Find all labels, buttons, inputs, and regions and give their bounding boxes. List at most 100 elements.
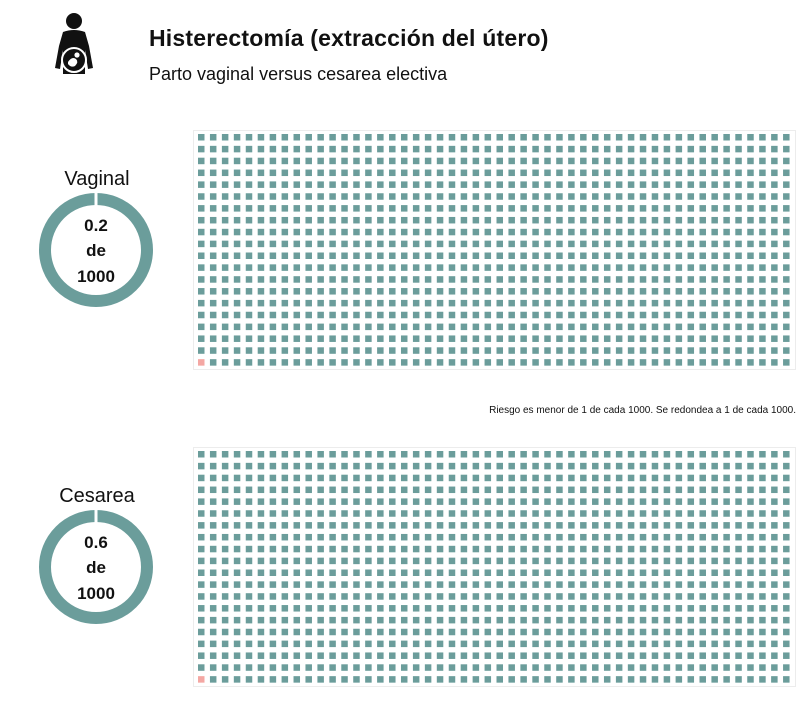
waffle-cell	[735, 569, 742, 576]
waffle-cell	[460, 134, 468, 141]
waffle-cell	[556, 605, 563, 612]
waffle-cell	[484, 486, 492, 494]
waffle-cell	[400, 240, 408, 248]
waffle-cell	[269, 145, 277, 153]
waffle-cell	[448, 359, 456, 366]
waffle-cell	[377, 134, 384, 141]
waffle-cell	[532, 462, 539, 470]
waffle-cell	[233, 522, 241, 529]
waffle-cell	[771, 557, 778, 565]
waffle-cell	[544, 545, 551, 553]
waffle-cell	[651, 205, 659, 212]
waffle-cell	[209, 569, 217, 576]
waffle-cell	[603, 510, 611, 517]
waffle-cell	[221, 676, 229, 683]
waffle-cell	[484, 299, 492, 307]
waffle-cell	[257, 640, 265, 648]
waffle-cell	[580, 593, 587, 600]
waffle-cell	[472, 533, 480, 541]
waffle-cell	[389, 205, 396, 212]
waffle-cell	[424, 169, 432, 177]
waffle-cell	[341, 216, 348, 224]
waffle-cell	[281, 628, 289, 636]
waffle-cell	[747, 652, 754, 659]
waffle-cell	[484, 533, 492, 541]
waffle-cell	[723, 347, 730, 354]
waffle-cell	[484, 474, 492, 482]
waffle-cell	[281, 299, 289, 307]
waffle-cell	[603, 569, 611, 576]
waffle-cell	[580, 145, 587, 153]
waffle-cell	[341, 676, 348, 683]
waffle-cell	[233, 240, 241, 248]
waffle-cell	[365, 616, 372, 624]
waffle-cell	[544, 276, 551, 283]
waffle-cell	[663, 510, 671, 517]
waffle-cell	[448, 252, 456, 259]
waffle-cell	[687, 205, 695, 212]
waffle-cell	[281, 451, 289, 458]
waffle-cell	[532, 510, 539, 517]
waffle-cell	[257, 545, 265, 553]
waffle-cell	[759, 557, 766, 565]
waffle-cell	[675, 193, 683, 200]
waffle-cell	[448, 157, 456, 165]
waffle-cell	[592, 134, 599, 141]
waffle-cell	[592, 216, 599, 224]
waffle-cell	[317, 205, 324, 212]
waffle-cell	[556, 323, 563, 331]
waffle-cell	[436, 288, 444, 295]
waffle-cell	[412, 228, 420, 236]
waffle-cell	[520, 311, 527, 319]
waffle-cell	[472, 134, 480, 141]
waffle-cell	[603, 240, 611, 248]
waffle-cell	[759, 474, 766, 482]
waffle-cell	[771, 676, 778, 683]
waffle-cell	[365, 216, 372, 224]
waffle-cell	[209, 462, 217, 470]
waffle-cell	[257, 240, 265, 248]
waffle-cell	[675, 323, 683, 331]
waffle-cell	[592, 569, 599, 576]
waffle-cell	[341, 299, 348, 307]
waffle-cell	[627, 335, 635, 342]
waffle-cell	[257, 335, 265, 342]
waffle-cell	[436, 593, 444, 600]
waffle-cell	[580, 462, 587, 470]
waffle-cell	[400, 640, 408, 648]
waffle-cell	[400, 323, 408, 331]
waffle-cell	[353, 205, 360, 212]
waffle-cell	[508, 311, 515, 319]
waffle-cell	[508, 676, 515, 683]
waffle-cell	[580, 451, 587, 458]
waffle-cell	[687, 628, 695, 636]
waffle-cell	[496, 522, 503, 529]
waffle-cell	[615, 486, 623, 494]
waffle-cell	[424, 605, 432, 612]
waffle-cell	[687, 264, 695, 271]
waffle-cell	[759, 640, 766, 648]
waffle-cell	[639, 205, 647, 212]
waffle-cell	[651, 276, 659, 283]
waffle-cell	[400, 616, 408, 624]
waffle-cell	[341, 569, 348, 576]
waffle-cell	[759, 533, 766, 541]
waffle-cell	[424, 498, 432, 505]
waffle-cell	[400, 628, 408, 636]
waffle-cell	[293, 498, 301, 505]
waffle-grid	[193, 447, 796, 687]
waffle-cell	[329, 451, 336, 458]
waffle-cell	[520, 145, 527, 153]
waffle-cell	[448, 533, 456, 541]
waffle-cell	[520, 533, 527, 541]
waffle-cell	[317, 157, 324, 165]
waffle-cell	[735, 545, 742, 553]
waffle-cell	[508, 628, 515, 636]
waffle-cell	[257, 193, 265, 200]
waffle-cell	[317, 652, 324, 659]
waffle-cell	[329, 486, 336, 494]
waffle-cell	[568, 593, 575, 600]
waffle-cell	[532, 474, 539, 482]
waffle-cell	[783, 451, 790, 458]
waffle-cell	[305, 486, 312, 494]
